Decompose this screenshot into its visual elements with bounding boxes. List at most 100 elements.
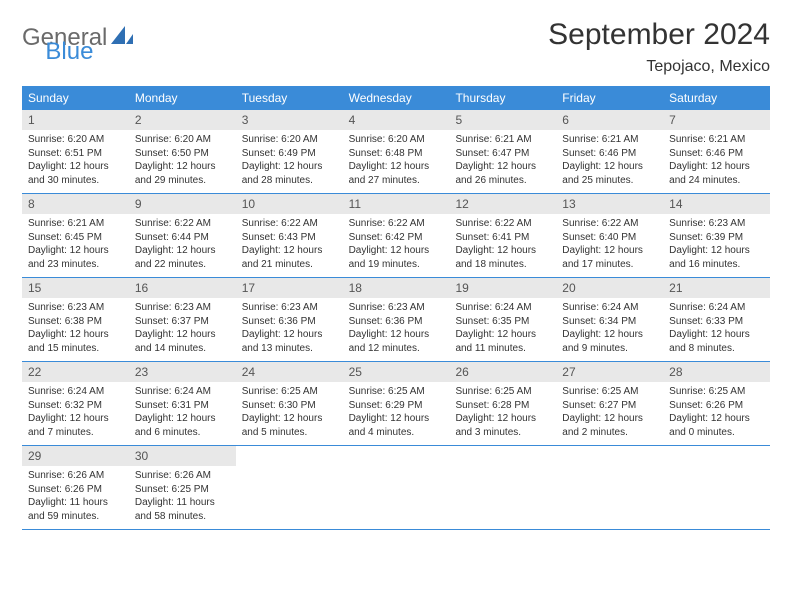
day-number: 12 xyxy=(449,194,556,214)
calendar-day xyxy=(663,446,770,529)
day-details: Sunrise: 6:23 AMSunset: 6:39 PMDaylight:… xyxy=(663,214,770,277)
calendar-day: 25Sunrise: 6:25 AMSunset: 6:29 PMDayligh… xyxy=(343,362,450,445)
day-number: 6 xyxy=(556,110,663,130)
day-number: 26 xyxy=(449,362,556,382)
day-number: 28 xyxy=(663,362,770,382)
day-details: Sunrise: 6:23 AMSunset: 6:36 PMDaylight:… xyxy=(343,298,450,361)
day-number: 14 xyxy=(663,194,770,214)
calendar-day: 8Sunrise: 6:21 AMSunset: 6:45 PMDaylight… xyxy=(22,194,129,277)
day-details: Sunrise: 6:20 AMSunset: 6:50 PMDaylight:… xyxy=(129,130,236,193)
day-number: 10 xyxy=(236,194,343,214)
day-details: Sunrise: 6:24 AMSunset: 6:32 PMDaylight:… xyxy=(22,382,129,445)
weekday-saturday: Saturday xyxy=(663,86,770,110)
logo-text-blue: Blue xyxy=(45,38,93,65)
day-number: 25 xyxy=(343,362,450,382)
day-number: 3 xyxy=(236,110,343,130)
calendar-day: 10Sunrise: 6:22 AMSunset: 6:43 PMDayligh… xyxy=(236,194,343,277)
calendar-week: 15Sunrise: 6:23 AMSunset: 6:38 PMDayligh… xyxy=(22,278,770,362)
calendar-day: 14Sunrise: 6:23 AMSunset: 6:39 PMDayligh… xyxy=(663,194,770,277)
day-details: Sunrise: 6:26 AMSunset: 6:25 PMDaylight:… xyxy=(129,466,236,529)
calendar-day: 21Sunrise: 6:24 AMSunset: 6:33 PMDayligh… xyxy=(663,278,770,361)
day-details: Sunrise: 6:23 AMSunset: 6:36 PMDaylight:… xyxy=(236,298,343,361)
calendar-day: 20Sunrise: 6:24 AMSunset: 6:34 PMDayligh… xyxy=(556,278,663,361)
weekday-sunday: Sunday xyxy=(22,86,129,110)
day-details: Sunrise: 6:23 AMSunset: 6:38 PMDaylight:… xyxy=(22,298,129,361)
day-details: Sunrise: 6:22 AMSunset: 6:41 PMDaylight:… xyxy=(449,214,556,277)
day-details: Sunrise: 6:25 AMSunset: 6:28 PMDaylight:… xyxy=(449,382,556,445)
day-number: 5 xyxy=(449,110,556,130)
day-details: Sunrise: 6:22 AMSunset: 6:43 PMDaylight:… xyxy=(236,214,343,277)
day-details: Sunrise: 6:21 AMSunset: 6:46 PMDaylight:… xyxy=(663,130,770,193)
day-number: 20 xyxy=(556,278,663,298)
day-details: Sunrise: 6:20 AMSunset: 6:49 PMDaylight:… xyxy=(236,130,343,193)
calendar-day: 3Sunrise: 6:20 AMSunset: 6:49 PMDaylight… xyxy=(236,110,343,193)
day-number: 7 xyxy=(663,110,770,130)
logo-sail-icon xyxy=(111,26,133,51)
day-number: 18 xyxy=(343,278,450,298)
calendar-day: 24Sunrise: 6:25 AMSunset: 6:30 PMDayligh… xyxy=(236,362,343,445)
calendar-day: 30Sunrise: 6:26 AMSunset: 6:25 PMDayligh… xyxy=(129,446,236,529)
calendar-day: 19Sunrise: 6:24 AMSunset: 6:35 PMDayligh… xyxy=(449,278,556,361)
day-number: 30 xyxy=(129,446,236,466)
logo: General Blue xyxy=(22,18,183,52)
day-number: 22 xyxy=(22,362,129,382)
day-details: Sunrise: 6:23 AMSunset: 6:37 PMDaylight:… xyxy=(129,298,236,361)
day-details: Sunrise: 6:20 AMSunset: 6:48 PMDaylight:… xyxy=(343,130,450,193)
day-number: 2 xyxy=(129,110,236,130)
calendar-day: 4Sunrise: 6:20 AMSunset: 6:48 PMDaylight… xyxy=(343,110,450,193)
calendar-day: 7Sunrise: 6:21 AMSunset: 6:46 PMDaylight… xyxy=(663,110,770,193)
calendar-day: 1Sunrise: 6:20 AMSunset: 6:51 PMDaylight… xyxy=(22,110,129,193)
calendar-day xyxy=(343,446,450,529)
calendar-week: 29Sunrise: 6:26 AMSunset: 6:26 PMDayligh… xyxy=(22,446,770,530)
calendar-day: 17Sunrise: 6:23 AMSunset: 6:36 PMDayligh… xyxy=(236,278,343,361)
calendar-week: 22Sunrise: 6:24 AMSunset: 6:32 PMDayligh… xyxy=(22,362,770,446)
day-number: 15 xyxy=(22,278,129,298)
day-number: 9 xyxy=(129,194,236,214)
calendar-day: 28Sunrise: 6:25 AMSunset: 6:26 PMDayligh… xyxy=(663,362,770,445)
day-details: Sunrise: 6:21 AMSunset: 6:45 PMDaylight:… xyxy=(22,214,129,277)
calendar-day: 29Sunrise: 6:26 AMSunset: 6:26 PMDayligh… xyxy=(22,446,129,529)
calendar-day: 22Sunrise: 6:24 AMSunset: 6:32 PMDayligh… xyxy=(22,362,129,445)
day-number: 11 xyxy=(343,194,450,214)
day-details: Sunrise: 6:22 AMSunset: 6:40 PMDaylight:… xyxy=(556,214,663,277)
day-number: 24 xyxy=(236,362,343,382)
calendar-day: 26Sunrise: 6:25 AMSunset: 6:28 PMDayligh… xyxy=(449,362,556,445)
calendar-week: 1Sunrise: 6:20 AMSunset: 6:51 PMDaylight… xyxy=(22,110,770,194)
calendar-day: 12Sunrise: 6:22 AMSunset: 6:41 PMDayligh… xyxy=(449,194,556,277)
day-number: 4 xyxy=(343,110,450,130)
calendar-day: 18Sunrise: 6:23 AMSunset: 6:36 PMDayligh… xyxy=(343,278,450,361)
day-number: 16 xyxy=(129,278,236,298)
day-number: 27 xyxy=(556,362,663,382)
calendar-day: 11Sunrise: 6:22 AMSunset: 6:42 PMDayligh… xyxy=(343,194,450,277)
day-number: 1 xyxy=(22,110,129,130)
day-number: 21 xyxy=(663,278,770,298)
day-details: Sunrise: 6:25 AMSunset: 6:30 PMDaylight:… xyxy=(236,382,343,445)
day-details: Sunrise: 6:24 AMSunset: 6:35 PMDaylight:… xyxy=(449,298,556,361)
calendar-day: 5Sunrise: 6:21 AMSunset: 6:47 PMDaylight… xyxy=(449,110,556,193)
day-details: Sunrise: 6:24 AMSunset: 6:34 PMDaylight:… xyxy=(556,298,663,361)
calendar: SundayMondayTuesdayWednesdayThursdayFrid… xyxy=(22,86,770,530)
day-number: 29 xyxy=(22,446,129,466)
day-details: Sunrise: 6:24 AMSunset: 6:31 PMDaylight:… xyxy=(129,382,236,445)
day-details: Sunrise: 6:25 AMSunset: 6:26 PMDaylight:… xyxy=(663,382,770,445)
day-details: Sunrise: 6:26 AMSunset: 6:26 PMDaylight:… xyxy=(22,466,129,529)
day-number: 19 xyxy=(449,278,556,298)
day-number: 17 xyxy=(236,278,343,298)
calendar-day xyxy=(449,446,556,529)
calendar-day: 13Sunrise: 6:22 AMSunset: 6:40 PMDayligh… xyxy=(556,194,663,277)
page-title: September 2024 xyxy=(548,18,770,52)
weekday-tuesday: Tuesday xyxy=(236,86,343,110)
calendar-week: 8Sunrise: 6:21 AMSunset: 6:45 PMDaylight… xyxy=(22,194,770,278)
calendar-day: 9Sunrise: 6:22 AMSunset: 6:44 PMDaylight… xyxy=(129,194,236,277)
weekday-wednesday: Wednesday xyxy=(343,86,450,110)
weekday-friday: Friday xyxy=(556,86,663,110)
calendar-day: 2Sunrise: 6:20 AMSunset: 6:50 PMDaylight… xyxy=(129,110,236,193)
day-details: Sunrise: 6:25 AMSunset: 6:29 PMDaylight:… xyxy=(343,382,450,445)
day-number: 8 xyxy=(22,194,129,214)
day-number: 23 xyxy=(129,362,236,382)
day-details: Sunrise: 6:24 AMSunset: 6:33 PMDaylight:… xyxy=(663,298,770,361)
weekday-header-row: SundayMondayTuesdayWednesdayThursdayFrid… xyxy=(22,86,770,110)
day-details: Sunrise: 6:20 AMSunset: 6:51 PMDaylight:… xyxy=(22,130,129,193)
calendar-day: 15Sunrise: 6:23 AMSunset: 6:38 PMDayligh… xyxy=(22,278,129,361)
day-details: Sunrise: 6:21 AMSunset: 6:47 PMDaylight:… xyxy=(449,130,556,193)
